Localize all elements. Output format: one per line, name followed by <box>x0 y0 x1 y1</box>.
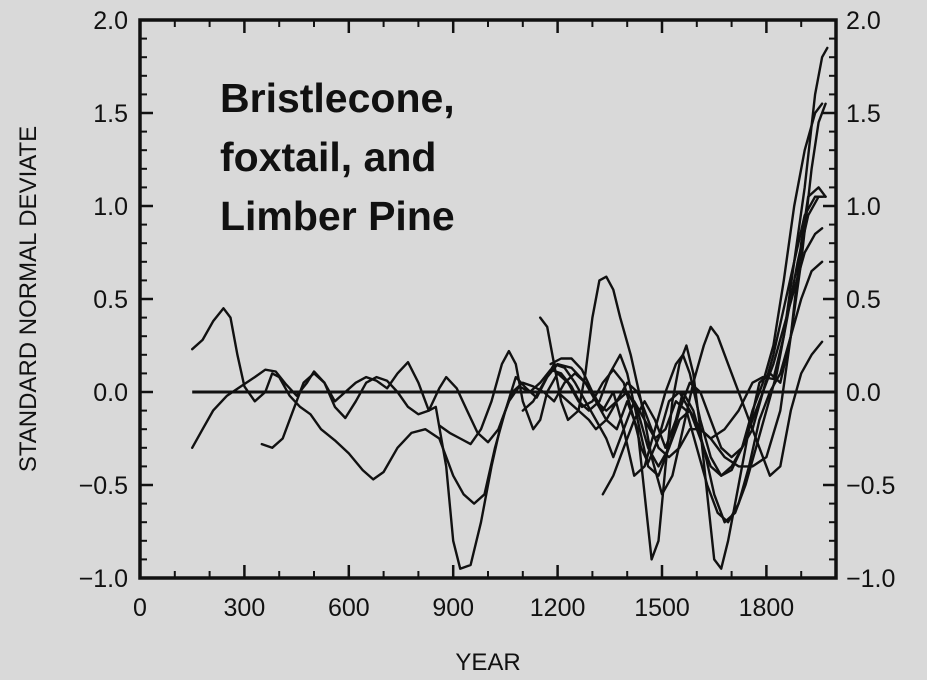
x-tick-label: 900 <box>432 594 474 622</box>
annotation-line-2: foxtail, and <box>220 134 436 180</box>
labels-layer: 0 300 600 900 1200 1500 1800 −1.0 −1.0 −0.5 −0.5 0.… <box>79 7 896 622</box>
series-line-4 <box>438 195 824 477</box>
x-tick-label: 1200 <box>530 594 586 622</box>
series-line-5 <box>539 275 824 496</box>
annotation-line-1: Bristlecone, <box>220 75 455 121</box>
species-annotation: Bristlecone, foxtail, and Limber Pine <box>220 75 455 239</box>
y-tick-label: −1.0 <box>79 565 128 593</box>
x-tick-label: 300 <box>224 594 266 622</box>
x-axis-title: YEAR <box>455 649 520 676</box>
series-line-2 <box>191 46 829 464</box>
y-tick-label-right: 1.0 <box>846 193 881 221</box>
y-tick-label: 0.0 <box>93 379 128 407</box>
y-tick-label: −0.5 <box>79 472 128 500</box>
annotation-line-3: Limber Pine <box>220 193 455 239</box>
series-line-9 <box>549 102 824 477</box>
y-tick-label: 1.5 <box>93 100 128 128</box>
series-line-8 <box>601 195 827 524</box>
y-tick-label-right: 0.5 <box>846 286 881 314</box>
y-tick-label-right: 2.0 <box>846 7 881 35</box>
series-line-7 <box>556 227 824 477</box>
series-layer <box>191 46 829 570</box>
x-tick-label: 1800 <box>739 594 795 622</box>
y-tick-label-right: 0.0 <box>846 379 881 407</box>
x-tick-label: 1500 <box>634 594 690 622</box>
y-tick-label-right: −1.0 <box>846 565 895 593</box>
y-tick-label-right: 1.5 <box>846 100 881 128</box>
x-tick-label: 600 <box>328 594 370 622</box>
series-line-3 <box>260 102 827 570</box>
x-tick-label: 0 <box>133 594 147 622</box>
ticks-layer <box>138 18 836 580</box>
y-tick-label: 2.0 <box>93 7 128 35</box>
y-axis-title: STANDARD NORMAL DEVIATE <box>15 126 42 472</box>
y-tick-label: 0.5 <box>93 286 128 314</box>
y-tick-label-right: −0.5 <box>846 472 895 500</box>
y-tick-label: 1.0 <box>93 193 128 221</box>
